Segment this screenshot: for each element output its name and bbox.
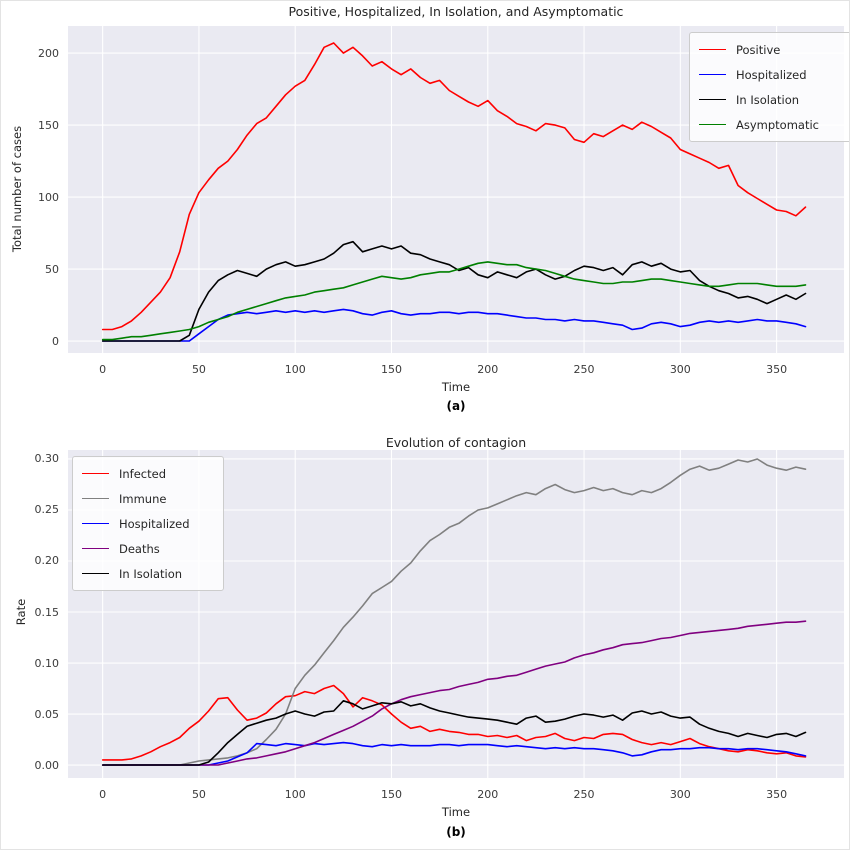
chart-a-caption: (a): [446, 399, 466, 413]
y-tick-label: 0: [52, 334, 59, 348]
legend-line-swatch: [82, 523, 109, 524]
y-tick-label: 0.10: [34, 656, 60, 670]
y-tick-label: 200: [38, 46, 59, 60]
x-tick-label: 300: [669, 363, 691, 376]
chart-b-x-axis-label: Time: [441, 805, 471, 819]
chart-a-legend: Positive Hospitalized In Isolation Asymptom…: [689, 32, 849, 142]
legend-line-swatch: [699, 99, 726, 100]
x-tick-label: 250: [573, 788, 595, 801]
legend-label: Infected: [119, 466, 167, 481]
series-line-deaths: [101, 620, 807, 766]
y-tick-label: 100: [38, 190, 59, 204]
x-tick-label: 100: [284, 363, 306, 376]
legend-item-infected: Infected: [82, 464, 213, 483]
chart-a-x-axis-label: Time: [441, 380, 471, 394]
legend-item-deaths: Deaths: [82, 539, 213, 558]
series-line-infected: [101, 684, 807, 761]
x-tick-label: 350: [766, 363, 788, 376]
x-tick-label: 50: [191, 363, 206, 376]
y-tick-label: 0.05: [34, 707, 60, 721]
legend-item-in-isolation: In Isolation: [82, 564, 213, 583]
x-tick-label: 350: [766, 788, 788, 801]
legend-item-in-isolation: In Isolation: [699, 90, 847, 109]
legend-label: In Isolation: [119, 566, 183, 581]
y-tick-label: 0.00: [34, 758, 60, 772]
chart-a-title: Positive, Hospitalized, In Isolation, an…: [288, 4, 624, 19]
x-tick-label: 150: [380, 363, 402, 376]
x-tick-label: 150: [380, 788, 402, 801]
x-tick-label: 0: [99, 363, 107, 376]
y-tick-label: 0.15: [34, 605, 60, 619]
x-tick-label: 200: [477, 363, 499, 376]
series-line-hospitalized: [101, 741, 807, 766]
legend-item-hospitalized: Hospitalized: [82, 514, 213, 533]
legend-item-positive: Positive: [699, 40, 847, 59]
chart-b-legend: Infected Immune Hospitalized Deaths In Isola…: [72, 456, 224, 591]
y-tick-label: 0.20: [34, 554, 60, 568]
series-line-positive: [101, 42, 807, 331]
legend-label: Positive: [736, 42, 781, 57]
legend-label: Hospitalized: [119, 516, 190, 531]
x-tick-label: 250: [573, 363, 595, 376]
series-line-asymptomatic: [101, 261, 807, 341]
x-tick-label: 50: [191, 788, 206, 801]
series-line-in-isolation: [101, 700, 807, 766]
legend-line-swatch: [699, 124, 726, 125]
legend-line-swatch: [82, 473, 109, 474]
legend-label: Hospitalized: [736, 67, 807, 82]
y-tick-label: 0.30: [34, 452, 60, 466]
chart-b-title: Evolution of contagion: [385, 435, 527, 450]
legend-line-swatch: [82, 573, 109, 574]
legend-item-immune: Immune: [82, 489, 213, 508]
x-tick-label: 0: [99, 788, 107, 801]
x-tick-label: 300: [669, 788, 691, 801]
series-line-in-isolation: [101, 240, 807, 342]
y-tick-label: 50: [45, 262, 59, 276]
y-tick-label: 150: [38, 118, 59, 132]
legend-item-asymptomatic: Asymptomatic: [699, 115, 847, 134]
series-line-immune: [101, 458, 807, 766]
x-tick-label: 200: [477, 788, 499, 801]
legend-label: Immune: [119, 491, 167, 506]
legend-item-hospitalized: Hospitalized: [699, 65, 847, 84]
legend-line-swatch: [82, 498, 109, 499]
x-tick-label: 100: [284, 788, 306, 801]
legend-label: Deaths: [119, 541, 160, 556]
legend-line-swatch: [82, 548, 109, 549]
legend-line-swatch: [699, 49, 726, 50]
chart-b-caption: (b): [446, 825, 466, 839]
y-tick-label: 0.25: [34, 503, 60, 517]
legend-label: In Isolation: [736, 92, 800, 107]
legend-label: Asymptomatic: [736, 117, 819, 132]
legend-line-swatch: [699, 74, 726, 75]
